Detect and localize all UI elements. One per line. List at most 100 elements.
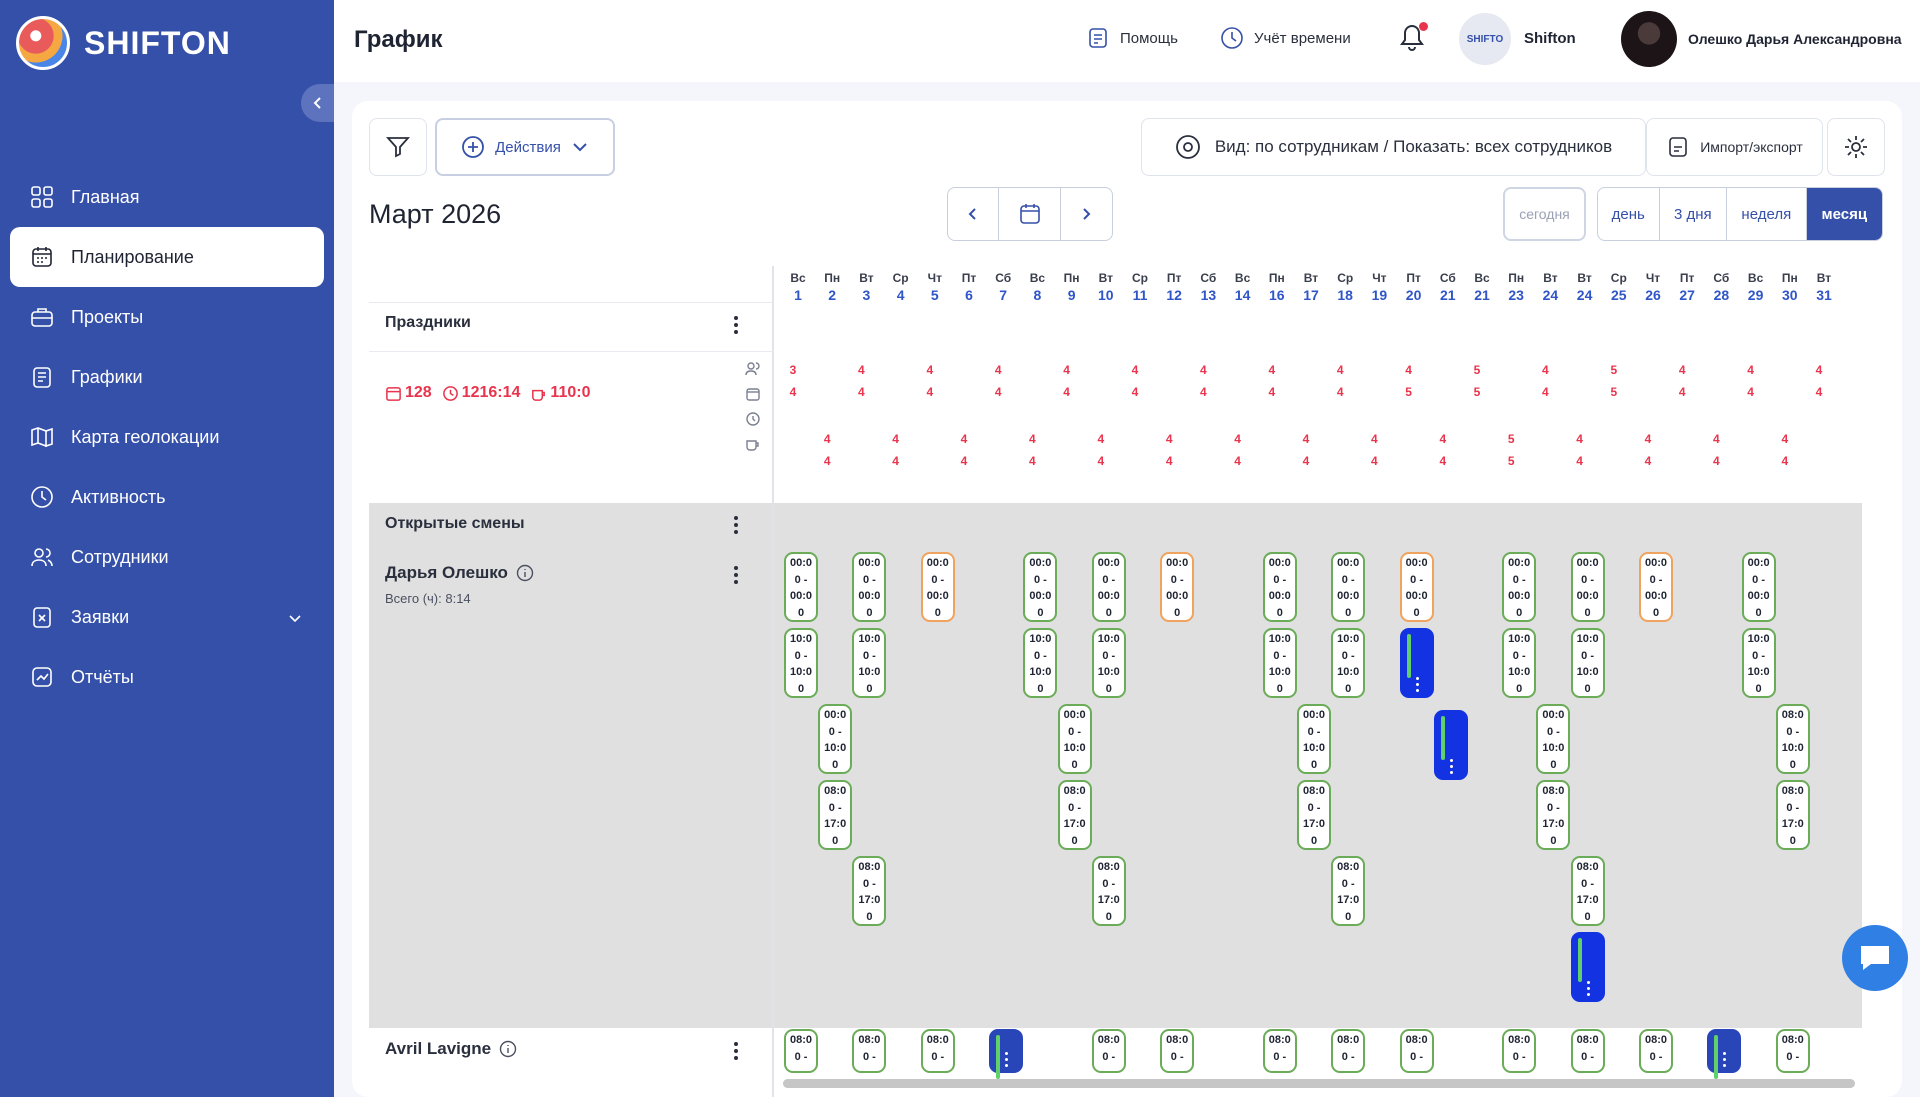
day-header[interactable]: Пн 30 [1773,270,1807,304]
assigned-shift-block[interactable] [1433,710,1468,780]
day-header[interactable]: Ср 4 [884,270,918,304]
shift-block[interactable]: 08:0 0 - 17:0 0 [1297,780,1331,850]
sidebar-item-home[interactable]: Главная [10,167,324,227]
shift-block[interactable]: 08:0 0 - [784,1029,818,1073]
day-header[interactable]: Вт 24 [1533,270,1567,304]
assigned-shift-block[interactable] [989,1029,1024,1079]
shift-block[interactable]: 08:0 0 - 17:0 0 [818,780,853,850]
day-header[interactable]: Ср 11 [1123,270,1157,304]
notifications-button[interactable] [1397,20,1433,56]
shift-block[interactable]: 08:0 0 - 17:0 0 [1057,780,1092,850]
employee-menu-icon[interactable] [734,566,740,584]
day-header[interactable]: Чт 19 [1362,270,1396,304]
shift-block[interactable]: 00:0 0 - 00:0 0 [1741,552,1776,622]
shift-block[interactable]: 00:0 0 - 00:0 0 [1639,552,1673,622]
day-header[interactable]: Пт 12 [1157,270,1191,304]
shift-block[interactable]: 10:0 0 - 10:0 0 [1502,628,1537,698]
day-header[interactable]: Сб 7 [986,270,1020,304]
shift-block[interactable]: 00:0 0 - 00:0 0 [1570,552,1605,622]
day-header[interactable]: Вт 3 [849,270,883,304]
info-icon[interactable] [499,1040,517,1058]
open-shifts-menu-icon[interactable] [734,516,740,534]
shift-block[interactable]: 08:0 0 - [1399,1029,1434,1073]
chat-button[interactable] [1842,925,1908,991]
view-day-button[interactable]: день [1598,188,1660,240]
day-header[interactable]: Ср 25 [1602,270,1636,304]
sidebar-item-planning[interactable]: Планирование [10,227,324,287]
date-picker-button[interactable] [999,188,1061,240]
sidebar-item-requests[interactable]: Заявки [10,587,324,647]
shift-block[interactable]: 00:0 0 - 00:0 0 [1502,552,1537,622]
shift-block[interactable]: 08:0 0 - 17:0 0 [1536,780,1571,850]
horizontal-scrollbar[interactable] [783,1079,1855,1088]
shift-block[interactable]: 08:0 0 - 17:0 0 [1775,780,1810,850]
day-header[interactable]: Чт 5 [918,270,952,304]
chevron-down-icon[interactable] [288,609,302,630]
brand[interactable]: SHIFTON [16,16,231,70]
day-header[interactable]: Пт 6 [952,270,986,304]
day-header[interactable]: Пн 2 [815,270,849,304]
shift-block[interactable]: 00:0 0 - 00:0 0 [1262,552,1297,622]
sidebar-item-employees[interactable]: Сотрудники [10,527,324,587]
shift-block[interactable]: 00:0 0 - 00:0 0 [920,552,955,622]
view-month-button[interactable]: месяц [1806,188,1882,240]
info-icon[interactable] [516,564,534,582]
employee-name[interactable]: Дарья Олешко [385,563,534,583]
employee-name[interactable]: Avril Lavigne [385,1039,517,1059]
sidebar-item-schedules[interactable]: Графики [10,347,324,407]
day-header[interactable]: Пт 27 [1670,270,1704,304]
shift-block[interactable]: 08:0 0 - [1091,1029,1126,1073]
shift-block[interactable]: 08:0 0 - [1262,1029,1297,1073]
day-header[interactable]: Вс 14 [1226,270,1260,304]
shift-block[interactable]: 10:0 0 - 10:0 0 [1331,628,1366,698]
shift-block[interactable]: 00:0 0 - 10:0 0 [818,704,853,774]
day-header[interactable]: Чт 26 [1636,270,1670,304]
prev-period-button[interactable] [948,188,1000,240]
view-selector[interactable]: Вид: по сотрудникам / Показать: всех сот… [1141,118,1646,176]
shift-block[interactable]: 10:0 0 - 10:0 0 [1570,628,1605,698]
shift-block[interactable]: 08:0 0 - [1570,1029,1605,1073]
filter-button[interactable] [369,118,427,176]
day-header[interactable]: Вт 24 [1568,270,1602,304]
day-header[interactable]: Пн 9 [1055,270,1089,304]
day-header[interactable]: Вс 1 [781,270,815,304]
shift-block[interactable]: 00:0 0 - 00:0 0 [1399,552,1434,622]
assigned-shift-block[interactable] [1707,1029,1742,1079]
day-header[interactable]: Сб 21 [1431,270,1465,304]
day-header[interactable]: Вт 17 [1294,270,1328,304]
sidebar-item-reports[interactable]: Отчёты [10,647,324,707]
shift-block[interactable]: 00:0 0 - 10:0 0 [1057,704,1092,774]
day-header[interactable]: Пт 20 [1397,270,1431,304]
help-link[interactable]: Помощь [1086,26,1178,50]
shift-block[interactable]: 10:0 0 - 10:0 0 [1262,628,1297,698]
next-period-button[interactable] [1061,188,1112,240]
view-3days-button[interactable]: 3 дня [1660,188,1728,240]
shift-block[interactable]: 08:0 0 - [1502,1029,1537,1073]
shift-block[interactable]: 08:0 0 - 17:0 0 [852,856,887,926]
shift-block[interactable]: 00:0 0 - 00:0 0 [784,552,818,622]
holidays-menu-icon[interactable] [734,316,740,334]
day-header[interactable]: Ср 18 [1328,270,1362,304]
time-tracking-link[interactable]: Учёт времени [1220,26,1351,50]
shift-block[interactable]: 00:0 0 - 00:0 0 [1023,552,1058,622]
shift-block[interactable]: 10:0 0 - 10:0 0 [852,628,887,698]
shift-block[interactable]: 08:0 0 - [852,1029,887,1073]
actions-dropdown[interactable]: Действия [435,118,615,176]
shift-block[interactable]: 00:0 0 - 00:0 0 [1331,552,1366,622]
shift-block[interactable]: 08:0 0 - [920,1029,955,1073]
import-export-button[interactable]: Импорт/экспорт [1646,118,1823,176]
day-header[interactable]: Вс 21 [1465,270,1499,304]
shift-block[interactable]: 08:0 0 - 17:0 0 [1331,856,1366,926]
shift-block[interactable]: 00:0 0 - 10:0 0 [1536,704,1571,774]
day-header[interactable]: Вс 29 [1739,270,1773,304]
day-header[interactable]: Вт 10 [1089,270,1123,304]
shift-block[interactable]: 08:0 0 - [1775,1029,1810,1073]
sidebar-item-activity[interactable]: Активность [10,467,324,527]
shift-block[interactable]: 10:0 0 - 10:0 0 [1741,628,1776,698]
day-header[interactable]: Вт 31 [1807,270,1841,304]
company-avatar[interactable]: SHIFTO [1457,11,1513,67]
shift-block[interactable]: 00:0 0 - 00:0 0 [1091,552,1126,622]
company-name[interactable]: Shifton [1524,30,1576,47]
shift-block[interactable]: 08:0 0 - [1331,1029,1366,1073]
sidebar-item-geomap[interactable]: Карта геолокации [10,407,324,467]
